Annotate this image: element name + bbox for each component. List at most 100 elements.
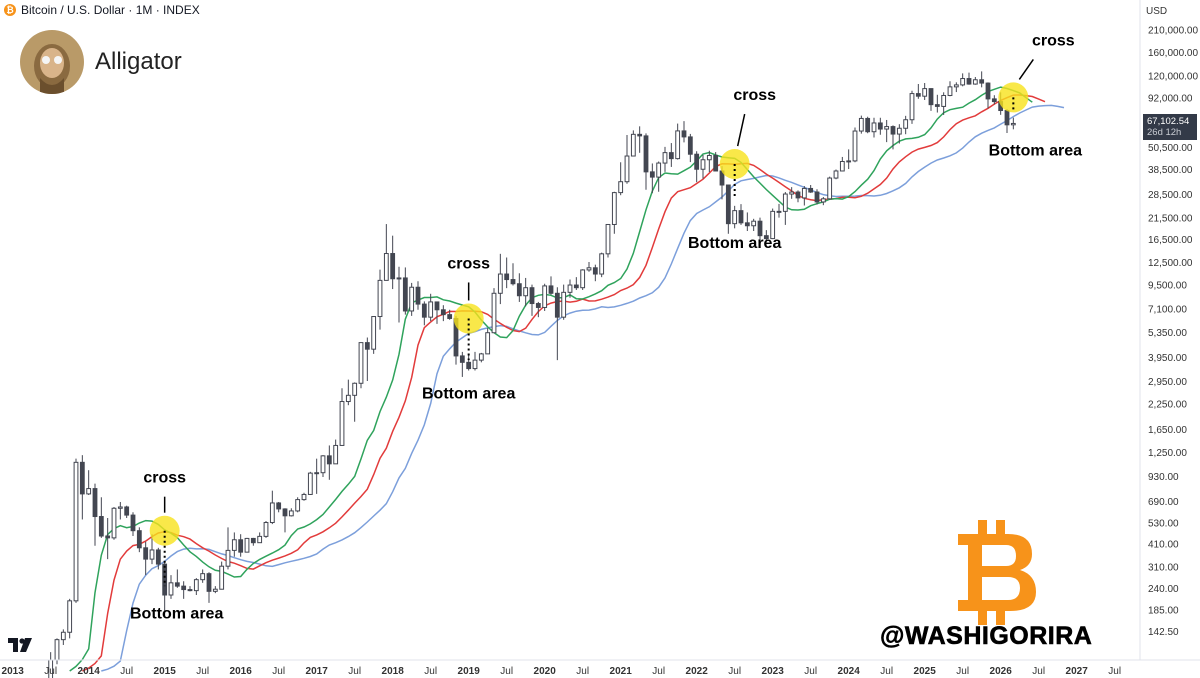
candle-body [884, 126, 890, 130]
cross-annotations: cross Bottom area cross Bottom area cross Bot… [130, 32, 1082, 622]
candle [871, 117, 877, 138]
tradingview-logo-icon[interactable] [8, 638, 32, 652]
candle-body [548, 285, 554, 294]
candle [333, 439, 339, 465]
candle-body [358, 342, 364, 384]
candle-body [415, 286, 421, 305]
candle-body [858, 117, 864, 132]
candle-body [820, 198, 826, 203]
candle-body [871, 122, 877, 133]
alligator-jaw-line [101, 104, 1065, 672]
candle-body [668, 152, 674, 160]
candle [592, 264, 598, 282]
candle [219, 561, 225, 590]
candle-body [421, 303, 427, 318]
alligator-lips-line [69, 86, 1033, 672]
candle-body [225, 549, 231, 567]
candle-body [618, 181, 624, 194]
candle [187, 586, 193, 592]
candle-body [402, 277, 408, 312]
teeth-path [81, 94, 1046, 672]
candle-body [320, 455, 326, 474]
candle [833, 169, 839, 180]
jaw-path [101, 104, 1065, 672]
time-axis[interactable]: 2013 Jul 2014 Jul 2015 Jul 2016 Jul 2017 Jul 2018 J… [0, 659, 1200, 677]
candle-body [529, 287, 535, 305]
candle [700, 154, 706, 179]
candle-body [611, 192, 617, 225]
avatar [20, 30, 84, 94]
candle [396, 266, 402, 323]
price-tick-label: 120,000.00 [1148, 72, 1198, 83]
candle [459, 351, 465, 377]
candle [662, 146, 668, 172]
time-tick-label: Jul [576, 666, 589, 677]
candle-body [966, 78, 972, 85]
candle-body [377, 279, 383, 318]
candle [915, 83, 921, 99]
candle [307, 471, 313, 496]
candle [947, 81, 953, 97]
candle-body [98, 516, 104, 537]
candle-body [219, 565, 225, 590]
candle [352, 382, 358, 422]
candle-body [1010, 122, 1016, 126]
candle [814, 189, 820, 205]
candle [358, 342, 364, 389]
candle-body [713, 154, 719, 172]
candle-body [630, 133, 636, 157]
candle-body [972, 79, 978, 85]
candle [269, 490, 275, 525]
candle [668, 143, 674, 167]
candle-body [877, 122, 883, 130]
candle-body [586, 267, 592, 271]
time-tick-label: Jul [500, 666, 513, 677]
candle-body [510, 279, 516, 285]
candle-body [478, 353, 484, 361]
candle-body [979, 79, 985, 84]
candlestick-series [48, 71, 1016, 678]
symbol-header[interactable]: ₿ Bitcoin / U.S. Dollar · 1M · INDEX [4, 3, 200, 17]
candle [611, 191, 617, 234]
price-axis[interactable]: USD 210,000.00 160,000.00 120,000.00 92,000.… [1139, 0, 1198, 660]
candle-body [675, 130, 681, 160]
candle [624, 135, 630, 184]
candle-body [909, 93, 915, 121]
candle [529, 284, 535, 316]
time-tick-label: 2015 [154, 666, 177, 677]
candle-body [649, 171, 655, 178]
price-tick-label: 12,500.00 [1148, 258, 1193, 269]
candle-body [744, 222, 750, 227]
candle-body [345, 394, 351, 403]
candle [776, 203, 782, 218]
candle [415, 281, 421, 310]
candle-body [535, 303, 541, 308]
time-tick-label: Jul [1108, 666, 1121, 677]
candle-body [599, 253, 605, 275]
candle-body [561, 291, 567, 318]
price-tick-label: 142.50 [1148, 627, 1179, 638]
candle [687, 133, 693, 163]
candle [751, 218, 757, 232]
time-tick-label: Jul [728, 666, 741, 677]
candle [542, 283, 548, 311]
cross-label: cross [143, 470, 186, 487]
candle-body [554, 292, 560, 318]
candle-body [725, 184, 731, 225]
candle-body [814, 191, 820, 203]
candle-body [706, 154, 712, 161]
candle-body [491, 292, 497, 334]
candle [206, 572, 212, 603]
candle-body [282, 508, 288, 517]
candle-body [149, 549, 155, 560]
candle [504, 257, 510, 289]
candle [345, 379, 351, 406]
candle-body [155, 549, 161, 565]
price-tick-label: 160,000.00 [1148, 48, 1198, 59]
candle [706, 150, 712, 173]
candle [656, 161, 662, 192]
candle-body [915, 93, 921, 97]
candle-body [960, 78, 966, 86]
candle [276, 501, 282, 513]
